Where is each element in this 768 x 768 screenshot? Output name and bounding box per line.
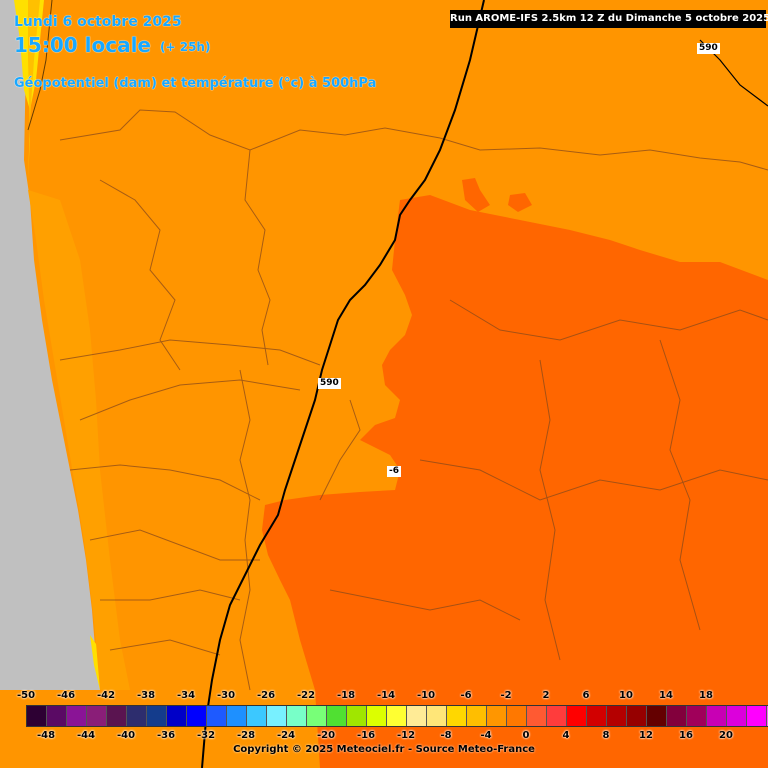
legend-tick-top: -2 (500, 690, 512, 701)
legend-tick-top: -18 (336, 690, 356, 701)
legend-swatch (547, 706, 567, 726)
legend-tick-bottom: -40 (116, 730, 136, 741)
legend-swatch (167, 706, 187, 726)
legend-swatch (227, 706, 247, 726)
legend-tick-top: -22 (296, 690, 316, 701)
forecast-lead-time: (+ 25h) (160, 40, 211, 54)
temp-patch-2 (508, 193, 532, 212)
legend-swatch (47, 706, 67, 726)
legend-tick-bottom: 4 (562, 730, 570, 741)
legend-swatch (607, 706, 627, 726)
temp-patch-3 (300, 590, 350, 620)
legend-tick-top: 14 (659, 690, 673, 701)
copyright-notice: Copyright © 2025 Meteociel.fr - Source M… (233, 744, 535, 755)
legend-swatch (687, 706, 707, 726)
legend-tick-top: -30 (216, 690, 236, 701)
legend-swatch (107, 706, 127, 726)
legend-tick-top: -50 (16, 690, 36, 701)
sea-area (0, 0, 102, 690)
legend-tick-top: 6 (582, 690, 590, 701)
temperature-label: -6 (387, 466, 401, 477)
temp-zone-minus-7-light (28, 190, 130, 690)
legend-swatch (587, 706, 607, 726)
legend-tick-top: -10 (416, 690, 436, 701)
contour-label-590: 590 (318, 378, 341, 389)
legend-tick-top: -38 (136, 690, 156, 701)
legend-tick-bottom: -16 (356, 730, 376, 741)
legend-swatch (447, 706, 467, 726)
legend-tick-top: 18 (699, 690, 713, 701)
legend-swatch (567, 706, 587, 726)
legend-swatch (247, 706, 267, 726)
temp-zone-minus-8-coast (28, 0, 40, 180)
legend-color-bar (26, 705, 768, 727)
legend-tick-top: -34 (176, 690, 196, 701)
forecast-local-time: 15:00 locale (14, 33, 151, 57)
legend-swatch (507, 706, 527, 726)
temp-zone-minus-6 (262, 195, 768, 768)
legend-tick-bottom: 8 (602, 730, 610, 741)
legend-swatch (427, 706, 447, 726)
legend-tick-top: -6 (460, 690, 472, 701)
legend-tick-bottom: -28 (236, 730, 256, 741)
run-info-banner: Run AROME-IFS 2.5km 12 Z du Dimanche 5 o… (450, 10, 768, 28)
legend-swatch (367, 706, 387, 726)
legend-tick-bottom: -20 (316, 730, 336, 741)
contour-590-line (201, 0, 485, 768)
legend-swatch (467, 706, 487, 726)
legend-tick-bottom: -8 (440, 730, 452, 741)
legend-tick-top: -42 (96, 690, 116, 701)
color-scale-legend: -50 -46 -42 -38 -34 -30 -26 -22 -18 -14 -10 -6 -2 2 6 1… (0, 688, 768, 768)
legend-swatch (727, 706, 747, 726)
contour-label-590-ne: 590 (697, 43, 720, 54)
legend-tick-bottom: -36 (156, 730, 176, 741)
legend-tick-top: -46 (56, 690, 76, 701)
legend-swatch (327, 706, 347, 726)
legend-swatch (487, 706, 507, 726)
legend-tick-top: 2 (542, 690, 550, 701)
legend-tick-top: 10 (619, 690, 633, 701)
legend-tick-bottom: -32 (196, 730, 216, 741)
legend-tick-bottom: -4 (480, 730, 492, 741)
legend-swatch (127, 706, 147, 726)
legend-swatch (707, 706, 727, 726)
legend-swatch (627, 706, 647, 726)
legend-tick-top: -14 (376, 690, 396, 701)
temp-patch-1 (462, 178, 490, 212)
legend-swatch (267, 706, 287, 726)
legend-swatch (87, 706, 107, 726)
legend-tick-bottom: -44 (76, 730, 96, 741)
legend-swatch (647, 706, 667, 726)
legend-swatch (307, 706, 327, 726)
legend-swatch (747, 706, 767, 726)
legend-swatch (207, 706, 227, 726)
legend-tick-bottom: 0 (522, 730, 530, 741)
legend-swatch (527, 706, 547, 726)
legend-swatch (147, 706, 167, 726)
legend-swatch (667, 706, 687, 726)
legend-tick-top: -26 (256, 690, 276, 701)
legend-tick-bottom: 16 (679, 730, 693, 741)
legend-swatch (407, 706, 427, 726)
legend-swatch (347, 706, 367, 726)
legend-tick-bottom: 20 (719, 730, 733, 741)
admin-borders (59, 109, 768, 691)
legend-swatch (287, 706, 307, 726)
legend-swatch (27, 706, 47, 726)
forecast-date: Lundi 6 octobre 2025 (14, 14, 182, 30)
legend-swatch (67, 706, 87, 726)
legend-tick-bottom: -24 (276, 730, 296, 741)
forecast-field-description: Géopotentiel (dam) et température (°c) à… (14, 76, 377, 91)
legend-tick-bottom: -48 (36, 730, 56, 741)
legend-swatch (187, 706, 207, 726)
legend-tick-bottom: -12 (396, 730, 416, 741)
contour-590-dash (27, 0, 53, 131)
legend-swatch (387, 706, 407, 726)
legend-tick-bottom: 12 (639, 730, 653, 741)
